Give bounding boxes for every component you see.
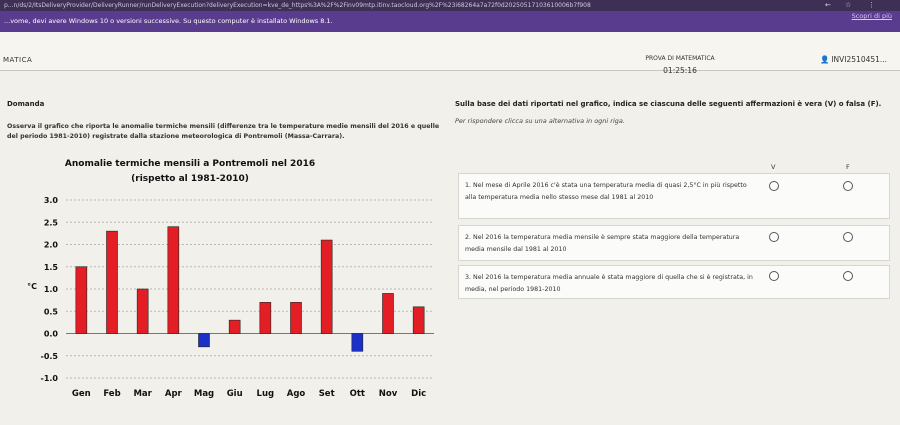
timer: 01:25:16 [663, 66, 697, 75]
chart: Anomalie termiche mensili a Pontremoli n… [0, 150, 450, 421]
radio-true[interactable] [769, 232, 779, 242]
test-header: MATICA PROVA DI MATEMATICA 01:25:16 👤 INV… [0, 32, 900, 75]
bar-lug [259, 302, 272, 334]
os-warning-banner: ...vome, devi avere Windows 10 o version… [0, 11, 900, 32]
y-tick-label: -0.5 [41, 352, 59, 361]
star-icon[interactable]: ☆ [845, 1, 852, 9]
x-tick-label: Ago [287, 389, 306, 399]
y-tick-label: 1.0 [44, 285, 59, 294]
x-tick-label: Nov [379, 389, 398, 399]
chart-subtitle: (rispetto al 1981-2010) [131, 174, 249, 184]
y-tick-label: -1.0 [41, 374, 59, 383]
x-tick-label: Mar [133, 389, 152, 399]
statement-text: 1. Nel mese di Aprile 2016 c'è stata una… [465, 182, 747, 201]
user-icon: 👤 [820, 55, 830, 64]
bar-giu [228, 319, 241, 334]
y-axis-label: °C [27, 282, 37, 291]
learn-more-link[interactable]: Scopri di più [851, 12, 892, 20]
y-tick-label: 0.5 [44, 307, 59, 316]
statement-text: 2. Nel 2016 la temperatura media mensile… [465, 234, 740, 253]
x-tick-label: Ott [350, 389, 365, 399]
y-tick-label: 2.0 [44, 241, 59, 250]
url-text: p...n/ds/2/ItsDeliveryProvider/DeliveryR… [4, 2, 591, 9]
x-tick-label: Gen [72, 389, 91, 399]
x-tick-label: Set [319, 389, 335, 399]
x-tick-label: Feb [103, 389, 120, 399]
bar-mar [136, 288, 149, 334]
bar-nov [382, 293, 394, 334]
answer-instructions: Per rispondere clicca su una alternativa… [455, 117, 625, 125]
user-id-text: INVI2510451... [831, 55, 888, 64]
x-tick-label: Mag [194, 389, 214, 399]
x-tick-label: Giu [227, 389, 243, 399]
bar-dic [412, 306, 425, 334]
y-tick-label: 2.5 [44, 218, 59, 227]
test-title: PROVA DI MATEMATICA [645, 55, 715, 62]
bar-set [320, 239, 333, 334]
statement-text: 3. Nel 2016 la temperatura media annuale… [465, 274, 753, 293]
browser-address-bar[interactable]: p...n/ds/2/ItsDeliveryProvider/DeliveryR… [0, 0, 900, 11]
statement-row-3: 3. Nel 2016 la temperatura media annuale… [458, 265, 890, 299]
question-label: Domanda [7, 100, 45, 108]
y-tick-label: 3.0 [44, 196, 59, 205]
radio-false[interactable] [843, 181, 853, 191]
bar-gen [75, 266, 88, 334]
y-tick-label: 0.0 [44, 330, 59, 339]
bar-mag [198, 333, 210, 348]
anomaly-bar-chart: Anomalie termiche mensili a Pontremoli n… [27, 159, 434, 399]
bar-apr [167, 226, 180, 334]
x-tick-label: Lug [257, 389, 275, 399]
statement-row-2: 2. Nel 2016 la temperatura media mensile… [458, 225, 890, 261]
menu-icon[interactable]: ⋮ [868, 1, 875, 9]
bar-ago [290, 302, 302, 334]
x-tick-label: Apr [165, 389, 183, 399]
radio-false[interactable] [843, 232, 853, 242]
user-id: 👤 INVI2510451... [820, 55, 887, 64]
radio-false[interactable] [843, 271, 853, 281]
subject-label: MATICA [3, 56, 33, 64]
radio-true[interactable] [769, 181, 779, 191]
bar-feb [106, 230, 118, 334]
statement-row-1: 1. Nel mese di Aprile 2016 c'è stata una… [458, 173, 890, 219]
x-tick-label: Dic [411, 389, 426, 399]
banner-message: ...vome, devi avere Windows 10 o version… [4, 17, 333, 25]
y-tick-label: 1.5 [44, 263, 59, 272]
answer-prompt: Sulla base dei dati riportati nel grafic… [455, 100, 882, 108]
back-icon[interactable]: ← [825, 1, 831, 9]
chart-title: Anomalie termiche mensili a Pontremoli n… [65, 159, 315, 169]
radio-true[interactable] [769, 271, 779, 281]
question-text: Osserva il grafico che riporta le anomal… [7, 123, 440, 140]
true-column-header: V [771, 163, 776, 171]
bar-ott [351, 333, 364, 352]
false-column-header: F [846, 163, 850, 171]
